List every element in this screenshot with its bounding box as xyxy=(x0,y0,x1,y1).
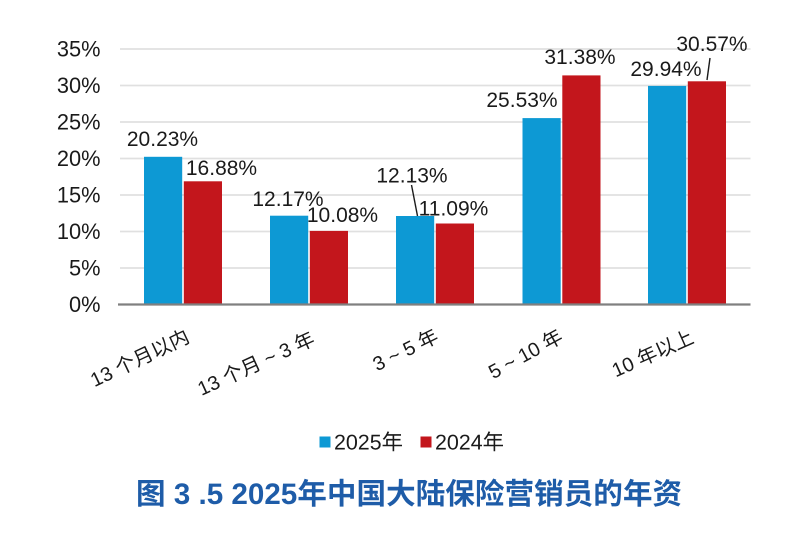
svg-text:10.08%: 10.08% xyxy=(307,204,378,227)
svg-text:35%: 35% xyxy=(57,36,101,61)
svg-text:20%: 20% xyxy=(57,146,101,171)
svg-text:31.38%: 31.38% xyxy=(544,46,615,69)
svg-text:20.23%: 20.23% xyxy=(127,128,198,151)
svg-text:15%: 15% xyxy=(57,182,101,207)
svg-text:12.17%: 12.17% xyxy=(252,188,323,211)
svg-text:10%: 10% xyxy=(57,219,101,244)
svg-text:12.13%: 12.13% xyxy=(376,165,447,188)
svg-text:25%: 25% xyxy=(57,109,101,134)
svg-text:0%: 0% xyxy=(69,292,101,317)
svg-text:5%: 5% xyxy=(69,255,101,280)
svg-text:29.94%: 29.94% xyxy=(630,58,701,81)
svg-text:25.53%: 25.53% xyxy=(486,89,557,112)
svg-text:16.88%: 16.88% xyxy=(186,157,257,180)
svg-text:30%: 30% xyxy=(57,73,101,98)
svg-text:11.09%: 11.09% xyxy=(419,198,489,221)
svg-text:30.57%: 30.57% xyxy=(676,33,747,56)
